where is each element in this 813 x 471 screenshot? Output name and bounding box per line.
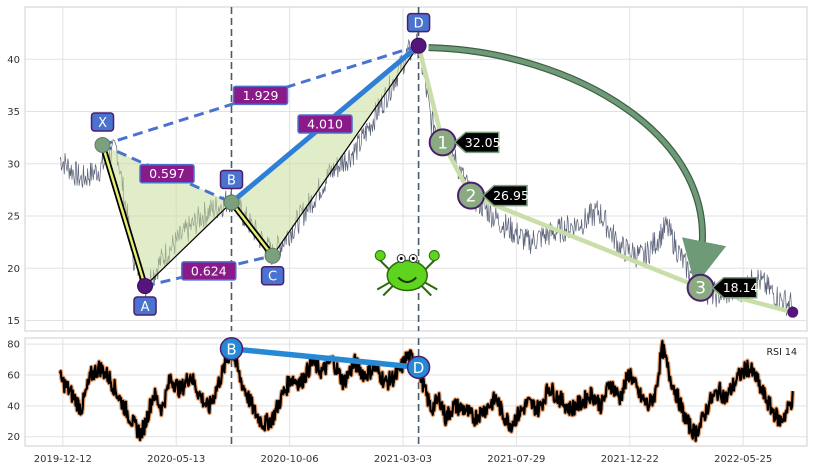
target-label-box — [453, 131, 500, 154]
leg-xa — [101, 144, 147, 287]
rsi-y-tick-label: 60 — [7, 371, 20, 382]
pattern-label-a: A — [141, 300, 150, 315]
price-y-tick-label: 35 — [7, 107, 20, 118]
rsi-divergence-label: B — [226, 340, 236, 358]
target-label-box — [711, 276, 758, 299]
target-number: 3 — [695, 279, 706, 299]
ratio-box — [139, 163, 195, 184]
arc-arrow — [428, 45, 727, 286]
target-number: 1 — [437, 133, 448, 153]
crab-icon — [374, 250, 440, 297]
crab-pupil — [399, 257, 403, 261]
rsi-line — [58, 340, 794, 442]
rsi-divergence-node — [219, 337, 244, 361]
leg-bc — [230, 201, 274, 257]
target-value: 18.14 — [723, 280, 759, 295]
pattern-point-x — [94, 136, 111, 153]
rsi-panel: 20 40 60 80 B D RSI 14 — [7, 337, 808, 447]
ratio-label: 0.597 — [149, 166, 185, 181]
ratio-box — [232, 85, 289, 106]
leg-cd — [272, 45, 420, 257]
ratio-label: 1.929 — [243, 88, 279, 103]
price-y-tick-label: 30 — [7, 159, 20, 170]
x-tick-label: 2021-07-29 — [487, 454, 545, 465]
end-point — [787, 306, 799, 318]
pattern-label-box — [90, 112, 115, 132]
rsi-panel-label: RSI 14 — [766, 347, 797, 358]
price-y-tick-label: 40 — [7, 55, 20, 66]
crab-legs — [376, 280, 438, 297]
x-tick-label: 2021-03-03 — [374, 454, 432, 465]
crab-pupil — [411, 257, 415, 261]
crab-mouth — [397, 276, 417, 284]
ratio-box — [181, 261, 237, 281]
x-tick-label: 2021-12-22 — [601, 454, 659, 465]
pattern-label-b: B — [227, 173, 236, 188]
target-value: 26.95 — [493, 188, 529, 203]
pattern-point-c — [264, 247, 281, 264]
rsi-divergence-line — [231, 346, 419, 371]
crab-body — [386, 259, 428, 292]
ratio-box — [297, 114, 353, 134]
pattern-triangle-bcd — [231, 45, 419, 256]
pattern-point-b — [223, 194, 240, 211]
crab-claw — [428, 250, 440, 262]
target-label-box — [481, 184, 528, 207]
pattern-point-a — [137, 278, 154, 295]
target-number: 2 — [466, 187, 477, 207]
price-y-tick-label: 25 — [7, 212, 20, 223]
crab-claw — [374, 250, 386, 262]
leg-ab — [144, 202, 232, 287]
ratio-label: 4.010 — [307, 117, 343, 132]
pattern-label-x: X — [98, 116, 107, 131]
pattern-label-box — [219, 169, 244, 190]
x-tick-label: 2020-05-13 — [147, 454, 205, 465]
pattern-label-box — [260, 265, 285, 286]
ratio-label: 0.624 — [191, 263, 227, 278]
x-axis: 2019-12-12 2020-05-13 2020-10-06 2021-03-03… — [34, 454, 772, 465]
rsi-divergence-node — [406, 355, 431, 380]
x-tick-label: 2020-10-06 — [261, 454, 319, 465]
pattern-label-box — [406, 12, 431, 33]
pattern-point-d — [410, 37, 427, 54]
rsi-y-tick-label: 80 — [7, 340, 20, 351]
rsi-y-tick-label: 40 — [7, 401, 20, 412]
pattern-label-d: D — [414, 17, 424, 32]
pattern-label-c: C — [268, 270, 277, 285]
price-y-tick-label: 15 — [7, 316, 20, 327]
x-tick-label: 2019-12-12 — [34, 454, 92, 465]
target-value: 32.05 — [465, 135, 501, 150]
price-y-tick-label: 20 — [7, 264, 20, 275]
pattern-label-box — [133, 296, 157, 316]
rsi-y-tick-label: 20 — [7, 432, 20, 443]
rsi-divergence-label: D — [413, 359, 425, 377]
x-tick-label: 2022-05-25 — [714, 454, 772, 465]
